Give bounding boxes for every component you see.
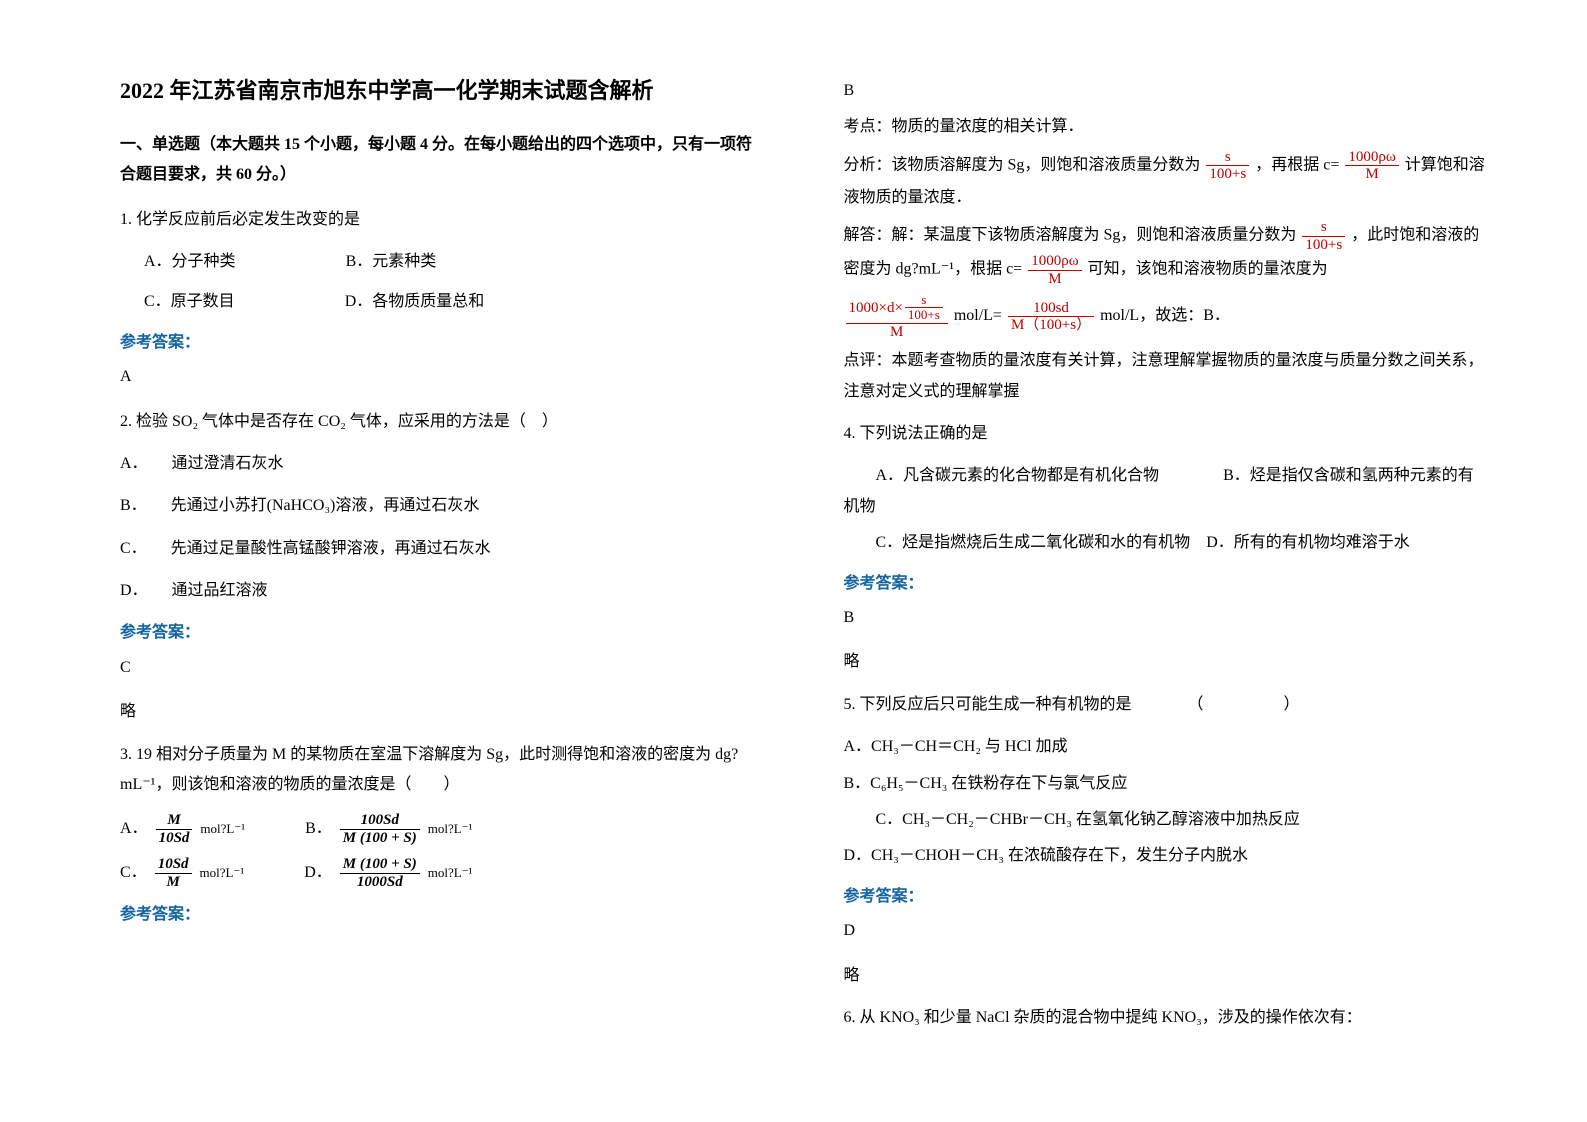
q1-opt-d: D．各物质质量总和 [345,287,485,317]
q2-opt-b: B． 先通过小苏打(NaHCO₃)溶液，再通过石灰水 [120,491,764,521]
q3-solution-2: 1000×d× s 100+s M mol/L= 100sd M（100+s） … [844,293,1488,340]
q3-opt-d: D． M (100 + S) 1000Sd mol?L⁻¹ [304,856,472,890]
q3-opt-a: A． M 10Sd mol?L⁻¹ [120,812,245,846]
q3-c-unit: mol?L⁻¹ [200,861,245,886]
q3-c-label: C． [120,858,147,888]
q2-opt-a: A． 通过澄清石灰水 [120,449,764,479]
q4-note: 略 [844,647,1488,677]
fraction-icon: 100sd M（100+s） [1008,300,1094,334]
fraction-icon: 1000×d× s 100+s M [846,293,948,340]
q2-stem: 2. 检验 SO₂ 气体中是否存在 CO₂ 气体，应采用的方法是（ ） [120,407,764,437]
q3-a-unit: mol?L⁻¹ [200,817,245,842]
right-column: B 考点：物质的量浓度的相关计算． 分析：该物质溶解度为 Sg，则饱和溶液质量分… [804,70,1508,1082]
q5-opt-d: D．CH₃－CHOH－CH₃ 在浓硫酸存在下，发生分子内脱水 [844,841,1488,871]
page-title: 2022 年江苏省南京市旭东中学高一化学期末试题含解析 [120,70,764,112]
q1-opt-b: B．元素种类 [346,247,437,277]
q6-stem: 6. 从 KNO₃ 和少量 NaCl 杂质的混合物中提纯 KNO₃，涉及的操作依… [844,1003,1488,1033]
q2-note: 略 [120,697,764,727]
q1-opt-c: C．原子数目 [144,287,235,317]
fraction-icon: 1000ρω M [1345,149,1398,183]
fraction-icon: s 100+s [1206,149,1249,183]
q1-answer: A [120,362,764,392]
q5-stem: 5. 下列反应后只可能生成一种有机物的是 （ ） [844,690,1488,720]
fraction-icon: 1000ρω M [1028,253,1081,287]
q3-options-row2: C． 10Sd M mol?L⁻¹ D． M (100 + S) 1000Sd … [120,856,764,890]
q3-opt-b: B． 100Sd M (100 + S) mol?L⁻¹ [305,812,472,846]
left-column: 2022 年江苏省南京市旭东中学高一化学期末试题含解析 一、单选题（本大题共 1… [100,70,804,1082]
q3-d-label: D． [304,858,332,888]
q3-kp: 考点：物质的量浓度的相关计算． [844,112,1488,142]
q1-answer-label: 参考答案： [120,328,764,358]
q3-comment: 点评：本题考查物质的量浓度有关计算，注意理解掌握物质的量浓度与质量分数之间关系，… [844,346,1488,407]
q3-b-label: B． [305,814,332,844]
section-heading: 一、单选题（本大题共 15 个小题，每小题 4 分。在每小题给出的四个选项中，只… [120,130,764,191]
fraction-icon: s 100+s [1302,219,1345,253]
q3-c-fraction: 10Sd M [155,856,192,890]
q3-a-fraction: M 10Sd [156,812,193,846]
q4-answer: B [844,603,1488,633]
q1-options: A．分子种类 B．元素种类 C．原子数目 D．各物质质量总和 [144,247,764,318]
q2-answer: C [120,653,764,683]
q2-answer-label: 参考答案： [120,618,764,648]
q1-stem: 1. 化学反应前后必定发生改变的是 [120,205,764,235]
q4-opts-ab: A．凡含碳元素的化合物都是有机化合物 B．烃是指仅含碳和氢两种元素的有机物 [844,461,1488,522]
q4-answer-label: 参考答案： [844,569,1488,599]
q3-options-row1: A． M 10Sd mol?L⁻¹ B． 100Sd M (100 + S) m… [120,812,764,846]
q5-answer-label: 参考答案： [844,882,1488,912]
q3-answer: B [844,76,1488,106]
q3-d-unit: mol?L⁻¹ [428,861,473,886]
q3-b-fraction: 100Sd M (100 + S) [340,812,420,846]
q3-answer-label: 参考答案： [120,900,764,930]
q3-solution-1: 解答：解：某温度下该物质溶解度为 Sg，则饱和溶液质量分数为 s 100+s ，… [844,219,1488,287]
q5-opt-a: A．CH₃－CH＝CH₂ 与 HCl 加成 [844,732,1488,762]
q3-d-fraction: M (100 + S) 1000Sd [340,856,420,890]
q2-opt-c: C． 先通过足量酸性高锰酸钾溶液，再通过石灰水 [120,534,764,564]
q4-stem: 4. 下列说法正确的是 [844,419,1488,449]
q5-opt-c: C．CH₃－CH₂－CHBr－CH₃ 在氢氧化钠乙醇溶液中加热反应 [844,805,1488,835]
q3-stem: 3. 19 相对分子质量为 M 的某物质在室温下溶解度为 Sg，此时测得饱和溶液… [120,740,764,801]
q5-opt-b: B．C₆H₅－CH₃ 在铁粉存在下与氯气反应 [844,769,1488,799]
q1-opt-a: A．分子种类 [144,247,236,277]
q2-opt-d: D． 通过品红溶液 [120,576,764,606]
q5-answer: D [844,916,1488,946]
q3-a-label: A． [120,814,148,844]
q3-opt-c: C． 10Sd M mol?L⁻¹ [120,856,244,890]
q3-analysis: 分析：该物质溶解度为 Sg，则饱和溶液质量分数为 s 100+s ，再根据 c=… [844,149,1488,213]
q4-opts-cd: C．烃是指燃烧后生成二氧化碳和水的有机物 D．所有的有机物均难溶于水 [844,528,1488,558]
q5-note: 略 [844,961,1488,991]
q3-b-unit: mol?L⁻¹ [428,817,473,842]
